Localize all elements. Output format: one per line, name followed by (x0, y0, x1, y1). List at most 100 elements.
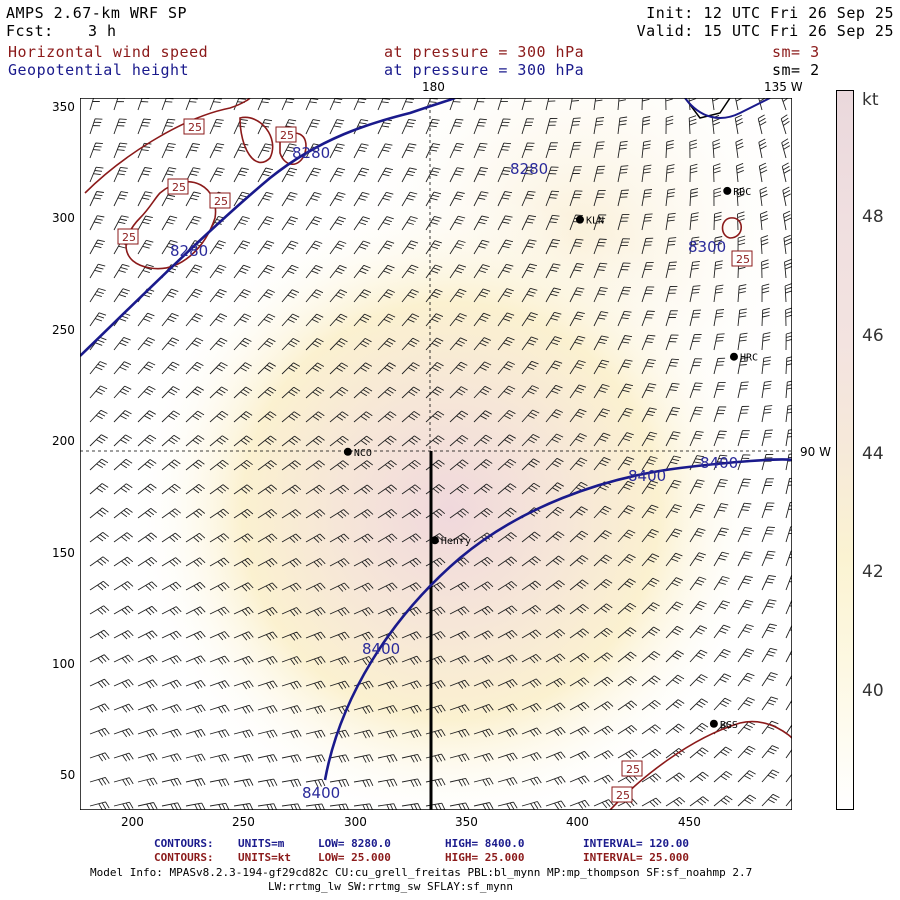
wind-barb (305, 803, 326, 810)
wind-barb (473, 728, 494, 738)
wind-barb (161, 98, 174, 111)
wind-barb (665, 285, 678, 303)
wind-barb (185, 704, 206, 714)
wind-barb (497, 654, 518, 664)
wind-barb (137, 802, 158, 810)
wind-barb (89, 507, 109, 519)
wind-barb (257, 460, 277, 471)
wind-barb (137, 556, 158, 567)
wind-barb (593, 408, 611, 423)
wind-barb (137, 654, 158, 665)
wind-barb (425, 582, 446, 592)
wind-barb (737, 284, 747, 303)
wind-barb (713, 430, 727, 447)
wind-barb (737, 502, 752, 519)
wind-barb (641, 651, 661, 663)
wind-barb (353, 191, 370, 207)
wind-barb (137, 483, 157, 495)
wind-barb (497, 727, 518, 738)
wind-barb (329, 313, 348, 327)
wind-barb (449, 802, 470, 810)
wind-barb (761, 307, 770, 327)
wind-barb (209, 264, 227, 279)
wind-barb (401, 680, 422, 690)
wind-barb (353, 778, 374, 788)
wind-barb (737, 430, 750, 447)
wind-barb (641, 675, 661, 687)
wind-barb (759, 210, 769, 231)
wind-barb (137, 630, 158, 640)
wind-barb (569, 750, 590, 760)
wind-barb (545, 506, 565, 519)
wind-barb (713, 236, 723, 255)
wind-barb (209, 802, 230, 810)
wind-barb (665, 431, 681, 447)
wind-barb (353, 607, 374, 617)
wind-barb (449, 435, 469, 447)
wind-barb (521, 190, 536, 207)
wind-barb (137, 337, 155, 351)
wind-barb (329, 362, 349, 375)
wind-barb (641, 407, 657, 423)
wind-barb (449, 704, 470, 714)
colorbar-label: 46 (862, 326, 884, 346)
wind-barb (377, 460, 397, 471)
wind-barb (593, 214, 607, 231)
wind-barb (185, 98, 198, 111)
wind-barb (449, 581, 470, 592)
wind-barb (497, 605, 518, 615)
wind-barb (305, 98, 319, 111)
wind-barb (713, 673, 732, 687)
wind-barb (233, 362, 252, 375)
wind-barb (665, 310, 678, 327)
wind-barb (281, 191, 298, 207)
wind-barb (641, 724, 661, 735)
height-label: 8400 (700, 454, 738, 472)
wind-barb (401, 753, 422, 763)
wind-barb (209, 582, 230, 592)
speed-legend-low: LOW= 25.000 (318, 851, 391, 864)
wind-barb (401, 533, 422, 543)
wind-barb (353, 533, 374, 543)
wind-barb (233, 778, 254, 788)
wind-barb (161, 753, 182, 763)
wind-barb (425, 191, 442, 207)
wind-barb (761, 283, 770, 303)
wind-barb (329, 119, 345, 135)
wind-barb (161, 728, 182, 738)
wind-barb (89, 752, 110, 762)
wind-barb (377, 582, 398, 592)
wind-barb (281, 435, 301, 447)
wind-barb (137, 777, 158, 787)
wind-barb (281, 460, 301, 471)
wind-barb (425, 288, 443, 303)
wind-barb (688, 115, 697, 135)
wind-barb (185, 459, 205, 471)
wind-barb (521, 263, 538, 279)
wind-barb (665, 334, 679, 351)
wind-barb (89, 385, 108, 399)
wind-barb (209, 410, 229, 423)
speed-contour (721, 217, 743, 239)
wind-barb (783, 234, 792, 255)
wind-barb (593, 359, 610, 375)
wind-barb (161, 557, 182, 567)
wind-barb (641, 480, 659, 495)
wind-barb (665, 382, 680, 399)
wind-barb (257, 582, 278, 592)
wind-barb (761, 575, 776, 591)
wind-barb (521, 360, 539, 375)
wind-barb (401, 484, 421, 495)
wind-barb (737, 745, 756, 759)
wind-barb (665, 115, 674, 135)
wind-barb (617, 213, 630, 231)
wind-barb (569, 433, 587, 447)
wind-barb (593, 579, 613, 591)
valid-time: Valid: 15 UTC Fri 26 Sep 25 (636, 22, 894, 40)
wind-barb (353, 803, 374, 810)
wind-barb (617, 310, 632, 327)
wind-barb (401, 264, 419, 279)
wind-barb (784, 258, 792, 279)
wind-barb (425, 118, 440, 135)
wind-barb (233, 411, 253, 423)
